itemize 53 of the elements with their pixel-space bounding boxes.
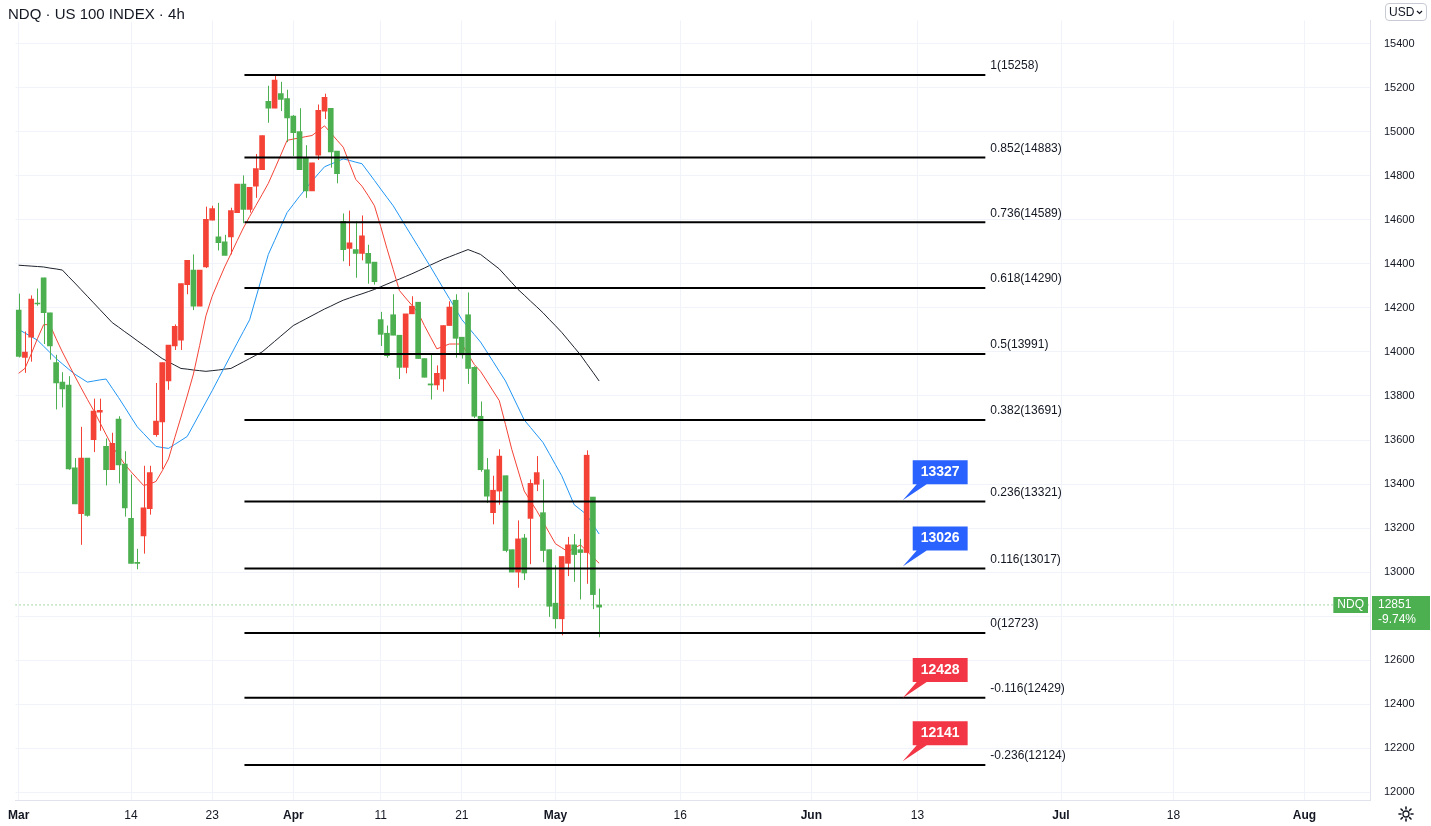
ref-line-label: 0.116(13017)	[990, 551, 1061, 566]
ref-line-label: 0.382(13691)	[990, 403, 1062, 418]
annotation: 12428	[920, 660, 960, 677]
y-tick-label: 12400	[1384, 697, 1415, 710]
x-tick-label: 13	[910, 807, 925, 822]
chart-title: NDQ · US 100 INDEX · 4h	[8, 5, 185, 22]
ref-line-label: -0.236(12124)	[990, 748, 1066, 763]
annotation: 12141	[920, 724, 960, 741]
x-tick-label: Mar	[8, 807, 30, 822]
x-tick-label: 14	[124, 807, 139, 822]
y-tick-label: 14400	[1384, 256, 1415, 269]
x-tick-label: 16	[673, 807, 688, 822]
x-tick-label: 18	[1166, 807, 1181, 822]
x-tick-label: Aug	[1292, 807, 1317, 822]
candlestick	[196, 269, 203, 307]
candlestick	[309, 162, 315, 192]
y-tick-label: 14800	[1384, 168, 1415, 181]
ref-line-label: 0(12723)	[990, 616, 1039, 631]
y-tick-label: 14600	[1384, 212, 1415, 225]
x-tick-label: Apr	[282, 807, 304, 822]
ref-line-label: -0.116(12429)	[990, 681, 1065, 696]
ref-line-label: 0.5(13991)	[990, 337, 1049, 352]
y-tick-label: 13600	[1384, 433, 1415, 446]
y-tick-label: 12600	[1384, 653, 1415, 666]
x-tick-label: 23	[205, 807, 220, 822]
y-tick-label: 12000	[1384, 785, 1415, 798]
x-tick-label: May	[543, 807, 568, 822]
x-tick-label: 11	[374, 807, 388, 822]
y-tick-label: 14200	[1384, 300, 1415, 313]
ref-line-label: 1(15258)	[990, 58, 1039, 73]
annotation: 13327	[920, 462, 960, 479]
text: 12851	[1378, 597, 1412, 612]
x-tick-label: 21	[455, 807, 469, 822]
ref-line-label: NDQ	[1337, 597, 1365, 612]
text: -9.74%	[1378, 612, 1417, 627]
ref-line-label: 0.736(14589)	[990, 205, 1062, 220]
ref-line-label: 0.618(14290)	[990, 271, 1062, 286]
x-tick-label: Jul	[1052, 807, 1070, 822]
ref-line-label: 0.236(13321)	[990, 484, 1062, 499]
annotation: 13026	[920, 529, 960, 546]
y-tick-label: 15000	[1384, 124, 1415, 137]
y-tick-label: 14000	[1384, 344, 1415, 357]
y-axis-title: USD	[1385, 3, 1428, 21]
y-tick-label: 15200	[1384, 80, 1415, 93]
y-tick-label: 13400	[1384, 477, 1415, 490]
y-tick-label: 12200	[1384, 741, 1415, 754]
ref-line-label: 0.852(14883)	[990, 140, 1062, 155]
y-tick-label: 13800	[1384, 389, 1415, 402]
y-tick-label: 13200	[1384, 521, 1415, 534]
y-tick-label: 15400	[1384, 36, 1415, 49]
x-tick-label: Jun	[800, 807, 823, 822]
candlestick	[352, 220, 359, 279]
y-tick-label: 13000	[1384, 565, 1415, 578]
